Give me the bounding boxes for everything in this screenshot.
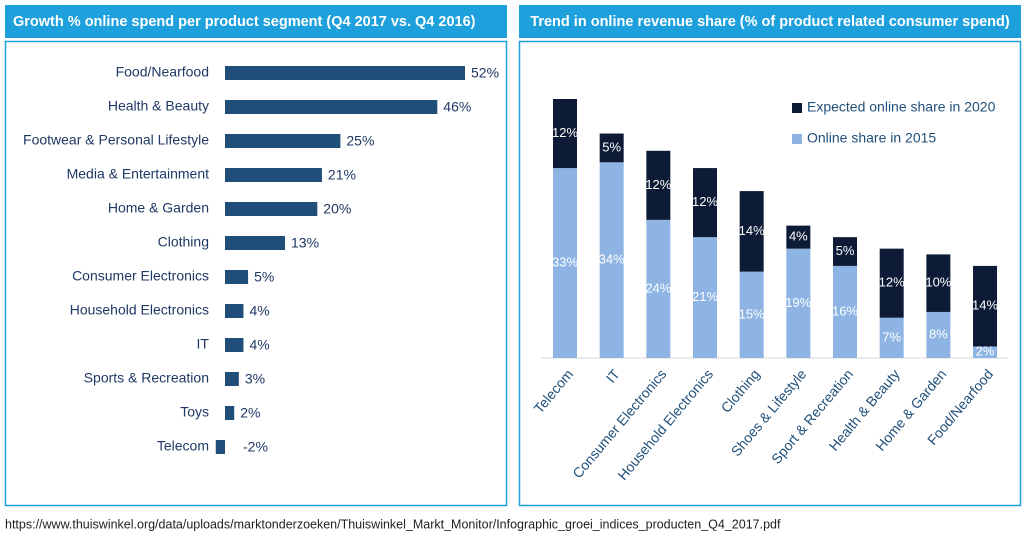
y-tick-label: Footwear & Personal Lifestyle — [23, 132, 209, 148]
bar-segment — [879, 317, 904, 358]
bar-segment — [786, 225, 811, 249]
value-label: 12% — [692, 194, 718, 209]
value-label: 21% — [328, 167, 356, 183]
value-label: 14% — [972, 298, 998, 313]
value-label: 13% — [291, 235, 319, 251]
value-label: 34% — [599, 252, 625, 267]
bar — [215, 440, 225, 454]
value-label: 33% — [552, 254, 578, 269]
y-tick-label: Sports & Recreation — [84, 370, 209, 386]
value-label: 12% — [879, 275, 905, 290]
value-label: 2% — [240, 405, 260, 421]
value-label: 3% — [245, 371, 265, 387]
value-label: 25% — [346, 133, 374, 149]
bar-segment — [833, 237, 858, 266]
y-tick-label: Household Electronics — [70, 302, 209, 318]
bar — [225, 338, 244, 352]
panel-border — [4, 40, 508, 507]
legend-label: Expected online share in 2020 — [807, 99, 996, 115]
bar-segment — [599, 162, 624, 358]
bar-segment — [599, 133, 624, 163]
x-tick-label: Clothing — [718, 366, 763, 416]
value-label: 4% — [249, 337, 269, 353]
bar — [225, 236, 285, 250]
legend-label: Online share in 2015 — [807, 130, 936, 146]
value-label: 4% — [249, 303, 269, 319]
chart-title: Growth % online spend per product segmen… — [13, 14, 476, 30]
header-bar — [519, 5, 1021, 38]
y-tick-label: IT — [197, 336, 210, 352]
header-bar — [5, 5, 507, 38]
y-tick-label: Clothing — [158, 234, 209, 250]
x-tick-label: Household Electronics — [614, 366, 716, 483]
bar — [225, 134, 341, 148]
bar — [225, 100, 438, 114]
bar-segment — [833, 265, 858, 358]
value-label: 4% — [789, 229, 808, 244]
x-tick-label: Telecom — [530, 366, 576, 416]
value-label: 5% — [602, 139, 621, 154]
value-label: 24% — [645, 280, 671, 295]
bar — [225, 406, 235, 420]
bar-segment — [879, 248, 904, 318]
bar-segment — [973, 265, 998, 347]
bar-segment — [646, 219, 671, 358]
bar — [225, 304, 244, 318]
bar-segment — [926, 254, 951, 312]
value-label: -2% — [243, 439, 268, 455]
value-label: 12% — [645, 177, 671, 192]
bar-segment — [693, 237, 718, 358]
y-tick-label: Consumer Electronics — [72, 268, 209, 284]
value-label: 5% — [836, 243, 855, 258]
value-label: 7% — [882, 329, 901, 344]
bar — [225, 66, 465, 80]
legend-swatch — [792, 134, 802, 144]
panel-border — [518, 40, 1022, 507]
value-label: 52% — [471, 65, 499, 81]
y-tick-label: Telecom — [157, 438, 209, 454]
bar-segment — [973, 346, 998, 358]
value-label: 2% — [976, 344, 995, 359]
bar-segment — [693, 168, 718, 238]
y-tick-label: Toys — [180, 404, 209, 420]
bar-segment — [786, 248, 811, 358]
source: https://www.thuiswinkel.org/data/uploads… — [5, 517, 781, 531]
bar-segment — [553, 99, 577, 169]
value-label: 16% — [832, 303, 858, 318]
y-tick-label: Health & Beauty — [108, 98, 209, 114]
value-label: 15% — [739, 306, 765, 321]
value-label: 14% — [739, 223, 765, 238]
x-tick-label: IT — [603, 366, 624, 386]
bar-segment — [646, 150, 671, 220]
value-label: 12% — [552, 125, 578, 140]
bar-segment — [926, 311, 951, 358]
bar — [225, 270, 249, 284]
value-label: 8% — [929, 326, 948, 341]
x-tick-label: Sport & Recreation — [768, 366, 856, 467]
y-tick-label: Media & Entertainment — [67, 166, 210, 182]
bar-segment — [553, 168, 577, 358]
bar — [225, 202, 318, 216]
value-label: 5% — [254, 269, 274, 285]
value-label: 19% — [785, 295, 811, 310]
bar-segment — [739, 271, 764, 358]
bar — [225, 168, 322, 182]
chart-title: Trend in online revenue share (% of prod… — [530, 14, 1010, 30]
bar-segment — [739, 191, 764, 272]
bar — [225, 372, 239, 386]
y-tick-label: Food/Nearfood — [116, 64, 209, 80]
y-tick-label: Home & Garden — [108, 200, 209, 216]
value-label: 46% — [443, 99, 471, 115]
value-label: 20% — [323, 201, 351, 217]
value-label: 10% — [925, 275, 951, 290]
value-label: 21% — [692, 289, 718, 304]
legend-swatch — [792, 103, 802, 113]
